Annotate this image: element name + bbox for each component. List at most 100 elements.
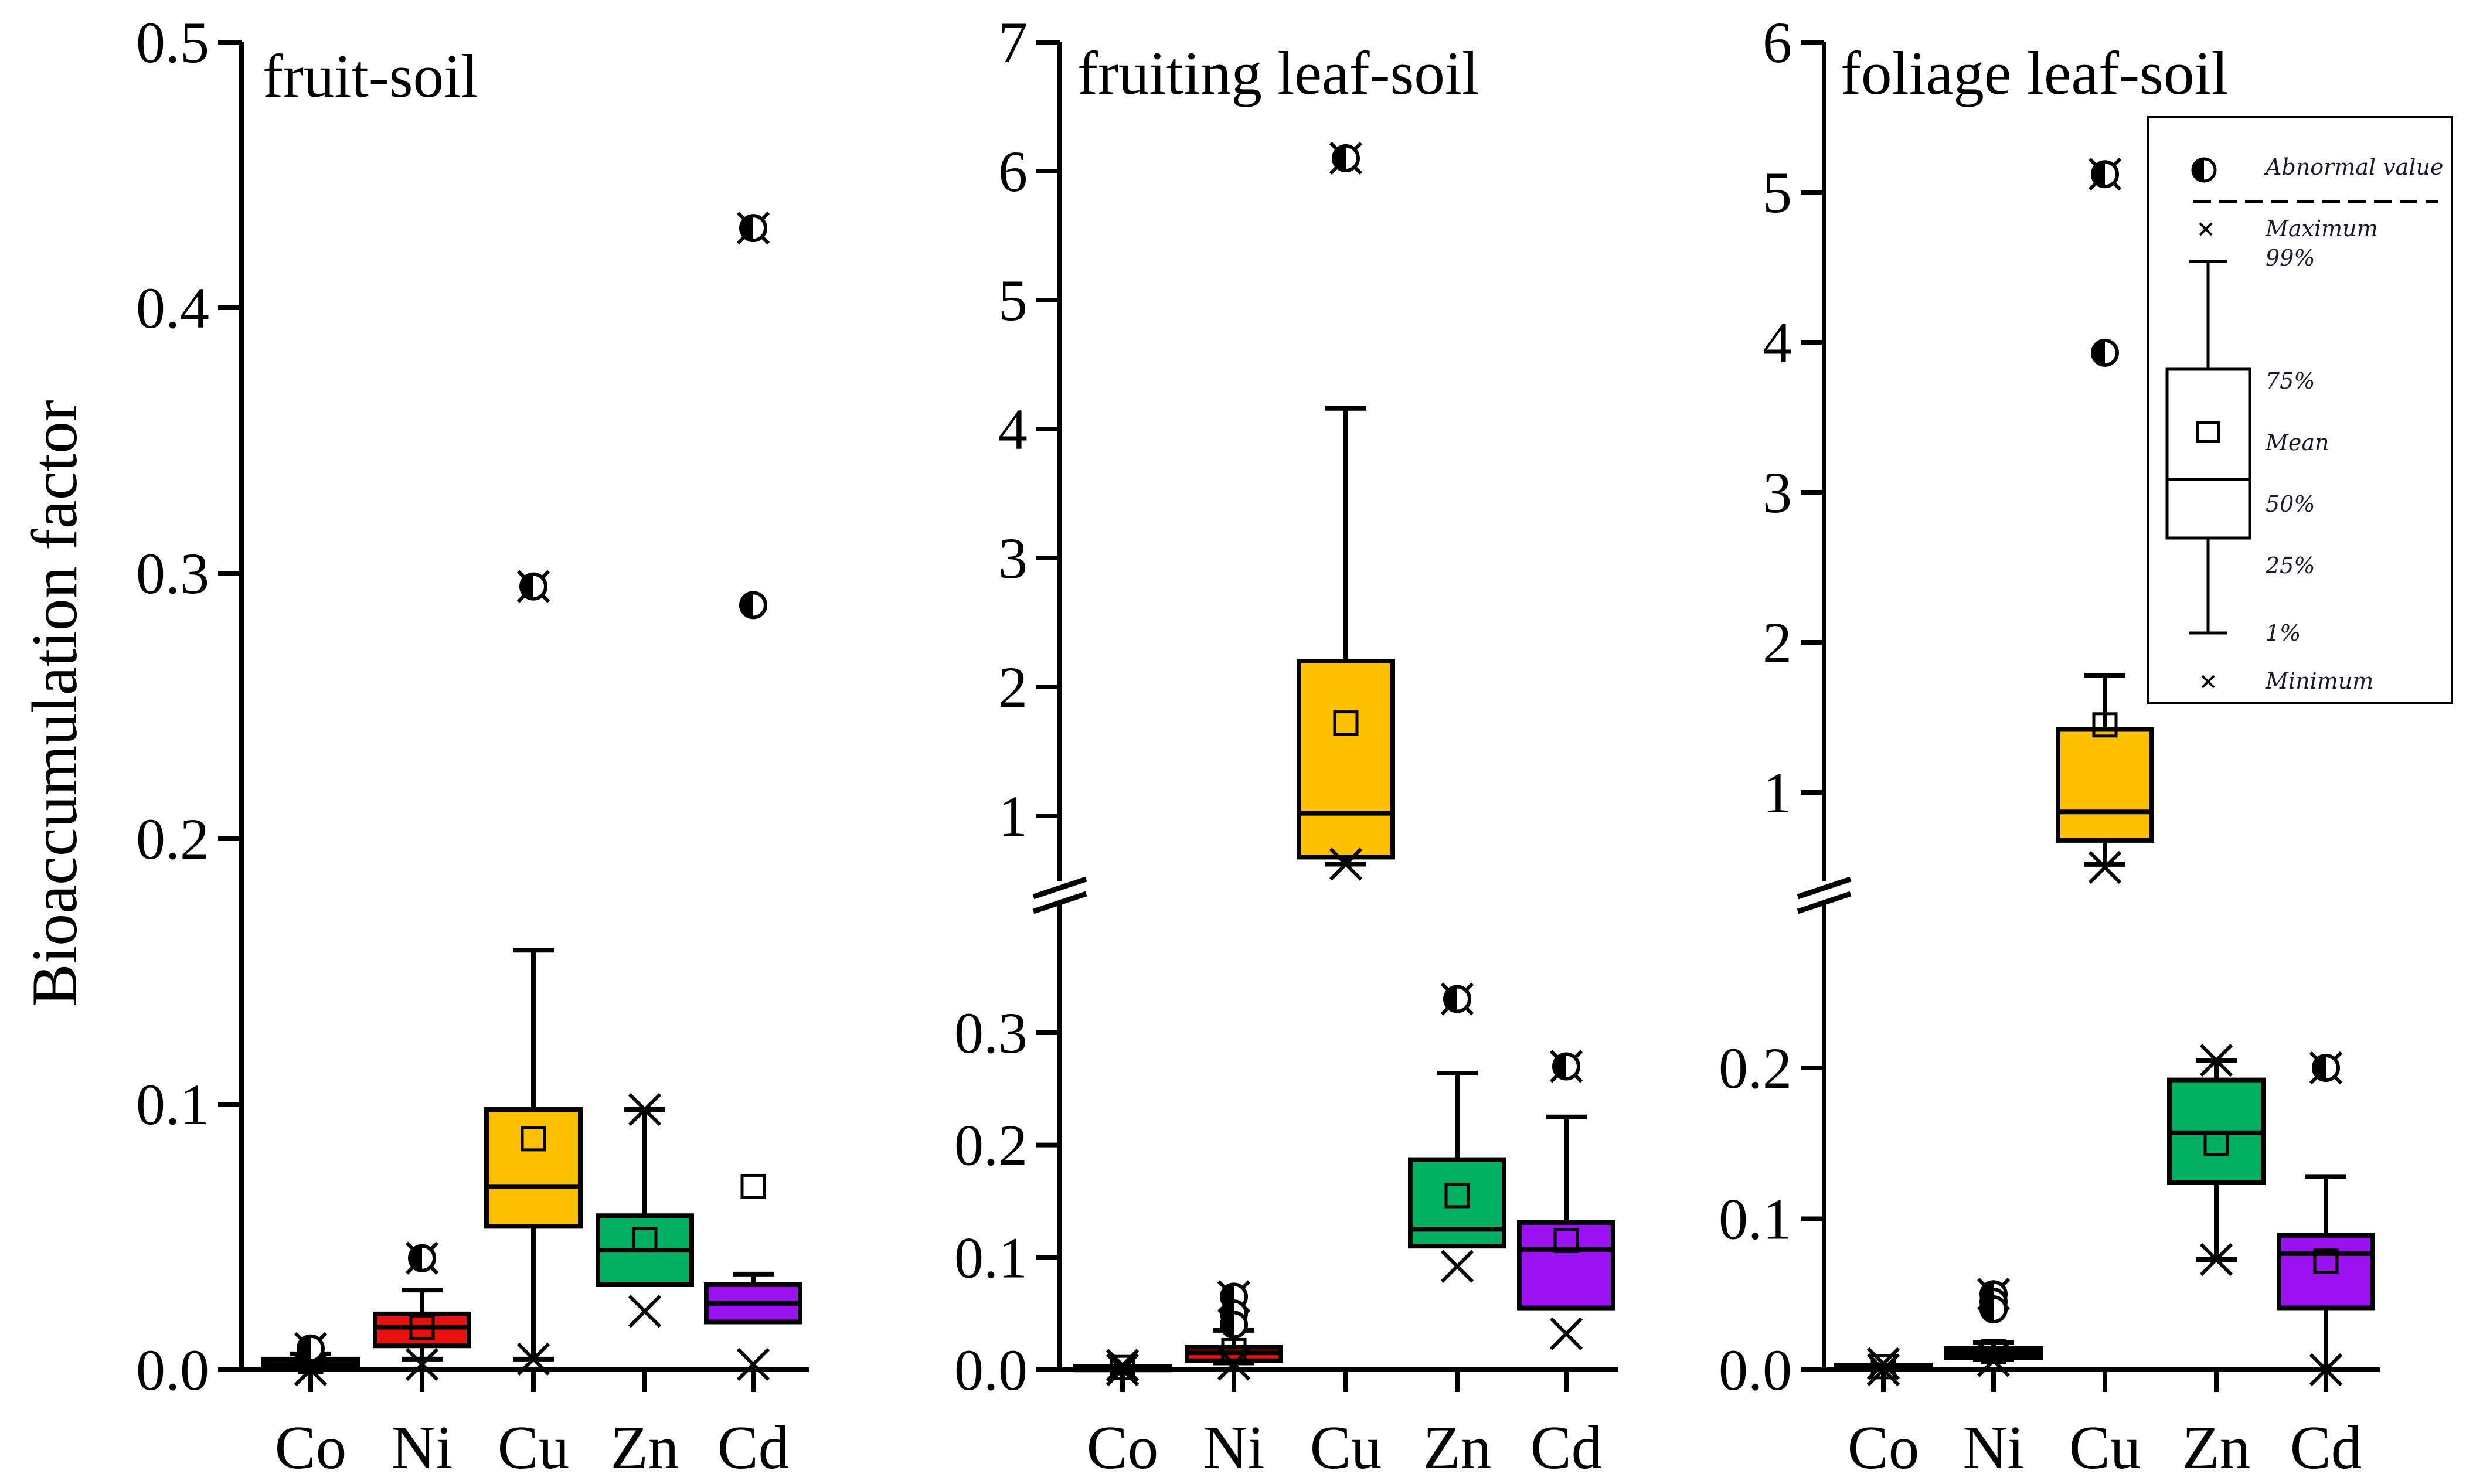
y-tick-label-fruiting-leaf-soil: 0.3	[954, 1000, 1028, 1066]
y-tick-label-fruiting-leaf-soil: 1	[998, 784, 1028, 849]
y-tick-label-fruiting-leaf-soil: 0.1	[954, 1225, 1028, 1290]
mean-marker	[1333, 710, 1359, 736]
box-foliage-leaf-soil-cd	[2277, 1051, 2375, 1387]
panel-title-foliage-leaf-soil: foliage leaf-soil	[1841, 39, 2229, 107]
outlier-point	[741, 216, 753, 241]
legend-label-p99: 99%	[2266, 245, 2315, 271]
mean-marker	[1870, 1354, 1896, 1380]
y-tick-label-fruiting-leaf-soil: 4	[998, 397, 1028, 462]
legend-example-box	[2165, 260, 2251, 635]
axes-fruiting-leaf-soil: 0.0 0.1 0.2 0.3 1 2 3 4 5 6 7	[954, 10, 1618, 1403]
outlier-point	[1554, 1054, 1566, 1079]
x-tick-label-foliage-leaf-soil-zn: Zn	[2182, 1413, 2251, 1481]
iqr-box	[1297, 659, 1395, 860]
x-tick-label-fruit-soil-zn: Zn	[611, 1413, 679, 1481]
box-fruiting-leaf-soil-ni	[1185, 1280, 1283, 1381]
x-tick-label-fruit-soil-co: Co	[275, 1413, 347, 1481]
box-fruit-soil-cu	[484, 570, 583, 1376]
y-tick-label-fruit-soil: 0.2	[136, 806, 209, 872]
y-tick-label-foliage-leaf-soil: 0.1	[1719, 1187, 1792, 1252]
y-tick-label-fruit-soil: 0.5	[136, 10, 209, 75]
minimum-marker	[1106, 1353, 1140, 1387]
y-tick-label-foliage-leaf-soil: 3	[1763, 460, 1792, 525]
y-tick-label-foliage-leaf-soil: 0.0	[1719, 1337, 1792, 1403]
x-tick-label-fruit-soil-cu: Cu	[498, 1413, 570, 1481]
mean-marker	[409, 1315, 435, 1340]
axis-break-mark-foliage-leaf-soil	[1797, 876, 1852, 900]
outlier-point	[298, 1336, 311, 1361]
y-tick-label-fruiting-leaf-soil: 2	[998, 655, 1028, 720]
iqr-box	[1517, 1220, 1615, 1311]
minimum-marker	[516, 1342, 550, 1376]
iqr-box	[2056, 727, 2154, 843]
panel-title-fruiting-leaf-soil: fruiting leaf-soil	[1077, 39, 1479, 107]
x-tick-label-foliage-leaf-soil-cu: Cu	[2069, 1413, 2141, 1481]
x-tick-label-fruiting-leaf-soil-cu: Cu	[1310, 1413, 1382, 1481]
y-tick-label-foliage-leaf-soil: 0.2	[1719, 1036, 1792, 1101]
mean-marker	[2313, 1248, 2339, 1274]
y-tick-label-fruit-soil: 0.3	[136, 541, 209, 606]
mean-marker	[1110, 1354, 1135, 1380]
box-foliage-leaf-soil-co	[1834, 1347, 1933, 1387]
legend-label-outlier: Abnormal value	[2264, 154, 2443, 180]
minimum-marker	[2088, 850, 2122, 884]
outlier-point	[1334, 146, 1346, 171]
legend-label-min: Minimum	[2265, 668, 2373, 694]
labels-layer: Co Ni Cu Zn Cd Co Ni Cu Zn Cd Co Ni Cu Zn Cd	[275, 1413, 2362, 1482]
x-tick-label-foliage-leaf-soil-ni: Ni	[1963, 1413, 2025, 1481]
x-tick-label-foliage-leaf-soil-cd: Cd	[2290, 1413, 2362, 1481]
mean-marker	[740, 1173, 766, 1199]
box-fruiting-leaf-soil-cu	[1297, 141, 1395, 881]
outlier-point	[1981, 1297, 1994, 1322]
minimum-marker	[405, 1347, 439, 1381]
axis-break-mark-fruiting-leaf-soil	[1032, 876, 1087, 900]
maximum-marker	[1106, 1349, 1140, 1382]
axes-fruit-soil: 0.0 0.1 0.2 0.3 0.4 0.5	[136, 10, 809, 1403]
legend-label-q3: 75%	[2266, 368, 2315, 394]
legend-outlier-marker	[2191, 157, 2217, 183]
y-tick-label-foliage-leaf-soil: 1	[1763, 760, 1792, 825]
y-tick-label-fruit-soil: 0.0	[136, 1337, 209, 1403]
iqr-box	[373, 1311, 471, 1349]
maximum-marker	[1866, 1347, 1900, 1380]
maximum-marker	[2199, 1044, 2233, 1077]
box-fruit-soil-ni	[373, 1241, 471, 1381]
legend-label-q1: 25%	[2265, 553, 2315, 578]
mean-marker	[2092, 712, 2118, 738]
outlier-point	[1222, 1312, 1234, 1337]
minimum-marker	[1440, 1250, 1474, 1283]
mean-marker	[632, 1227, 658, 1252]
legend-label-mean: Mean	[2265, 430, 2329, 455]
panel-title-fruit-soil: fruit-soil	[263, 42, 478, 110]
boxes-layer	[261, 141, 2375, 1387]
minimum-marker	[736, 1347, 770, 1381]
y-axis-label: Bioaccumulation factor	[19, 400, 90, 1006]
y-tick-label-foliage-leaf-soil: 2	[1763, 610, 1792, 675]
legend-label-max: Maximum	[2265, 216, 2378, 241]
mean-marker	[1553, 1228, 1579, 1254]
iqr-box	[1408, 1157, 1506, 1249]
legend-max-marker	[2199, 222, 2213, 236]
x-tick-label-fruiting-leaf-soil-co: Co	[1087, 1413, 1159, 1481]
box-fruit-soil-cd	[704, 211, 802, 1381]
legend-label-p1: 1%	[2266, 620, 2301, 646]
box-foliage-leaf-soil-ni	[1944, 1278, 2043, 1377]
legend-min-marker	[2201, 675, 2215, 689]
y-tick-label-fruiting-leaf-soil: 5	[998, 268, 1028, 333]
y-tick-label-fruiting-leaf-soil: 0.0	[954, 1337, 1028, 1403]
y-tick-label-foliage-leaf-soil: 6	[1763, 10, 1792, 75]
x-tick-label-fruiting-leaf-soil-zn: Zn	[1423, 1413, 1492, 1481]
minimum-marker	[2309, 1353, 2343, 1387]
minimum-marker	[1977, 1344, 2011, 1377]
axis-break-mark-fruiting-leaf-soil	[1032, 891, 1087, 914]
mean-marker	[521, 1126, 546, 1152]
box-fruiting-leaf-soil-cd	[1517, 1050, 1615, 1350]
y-tick-label-foliage-leaf-soil: 4	[1763, 310, 1792, 375]
legend: Abnormal value Maximum 99% 75% Mean 50% …	[2147, 116, 2453, 704]
mean-marker	[1444, 1183, 1470, 1209]
minimum-marker	[1217, 1347, 1251, 1381]
mean-marker	[2203, 1131, 2229, 1156]
x-tick-label-fruiting-leaf-soil-ni: Ni	[1203, 1413, 1265, 1481]
y-tick-label-fruiting-leaf-soil: 3	[998, 526, 1028, 591]
